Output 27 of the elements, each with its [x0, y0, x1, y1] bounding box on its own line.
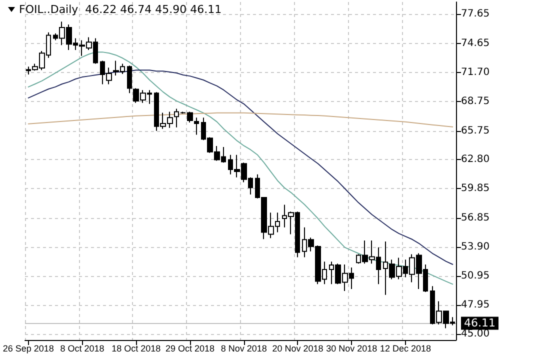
ref-line-label: 46.11: [464, 316, 496, 330]
x-tick-label: 8 Oct 2018: [60, 344, 104, 354]
y-tick-label: 65.75: [461, 125, 490, 136]
y-tick-label: 74.65: [461, 38, 490, 50]
x-tick-label: 8 Nov 2018: [220, 344, 267, 354]
y-tick-label: 62.80: [461, 154, 490, 166]
y-tick-label: 47.95: [461, 300, 490, 311]
x-tick-label: 29 Oct 2018: [165, 344, 215, 354]
x-tick-label: 30 Nov 2018: [326, 344, 378, 354]
x-tick-label: 18 Oct 2018: [112, 344, 161, 354]
chart-title: FOIL..Daily 46.22 46.74 45.90 46.11: [19, 3, 222, 16]
y-tick-label: 50.95: [461, 270, 490, 282]
y-tick-label: 59.85: [461, 183, 490, 194]
y-tick-label: 56.85: [461, 212, 490, 224]
candlestick: [127, 65, 132, 94]
x-tick-label: 26 Sep 2018: [2, 344, 54, 354]
x-tick-label: 20 Nov 2018: [272, 344, 324, 354]
line-series: [28, 70, 454, 265]
line-series: [28, 112, 454, 128]
y-tick-label: 77.65: [461, 8, 490, 20]
candlestick: [194, 117, 199, 136]
line-series: [28, 52, 454, 285]
x-tick-label: 12 Dec 2018: [380, 344, 432, 354]
y-tick-label: 68.75: [461, 96, 490, 107]
y-tick-label: 71.70: [461, 67, 490, 78]
y-tick-label: 45.00: [461, 328, 490, 340]
y-tick-label: 53.90: [461, 241, 490, 252]
